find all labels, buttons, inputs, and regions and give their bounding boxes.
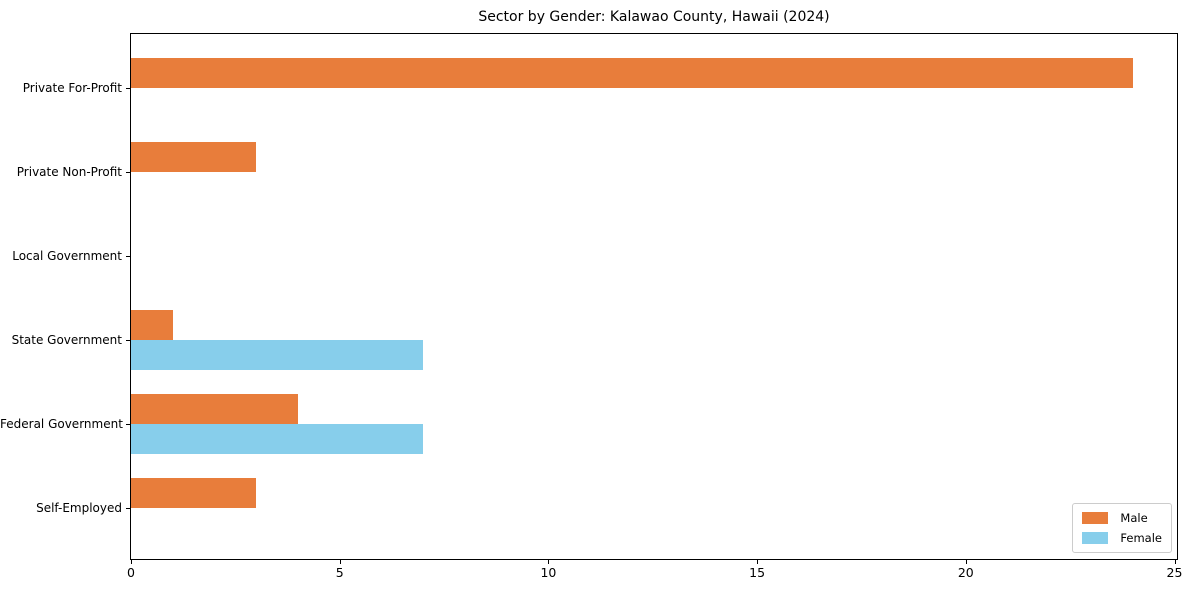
- y-tick-mark: [126, 256, 130, 257]
- x-tick-label: 15: [749, 565, 766, 580]
- bar-female-state-government: [131, 340, 424, 370]
- y-tick-label: Self-Employed: [36, 501, 122, 515]
- x-tick-mark: [757, 560, 759, 564]
- y-tick-label: Federal Government: [0, 417, 123, 431]
- y-tick-mark: [126, 340, 130, 341]
- y-tick-label: Local Government: [12, 249, 122, 263]
- x-tick-mark: [131, 560, 132, 564]
- x-tick-label: 20: [957, 565, 974, 580]
- x-tick-mark: [1174, 560, 1176, 564]
- bar-male-self-employed: [131, 478, 257, 508]
- y-tick-mark: [126, 88, 130, 89]
- x-tick-mark: [339, 560, 341, 564]
- bar-male-private-non-profit: [131, 142, 257, 172]
- y-tick-label: State Government: [11, 333, 122, 347]
- y-tick-mark: [126, 172, 130, 173]
- legend-label-female: Female: [1120, 531, 1162, 545]
- y-tick-mark: [126, 508, 130, 509]
- chart-title: Sector by Gender: Kalawao County, Hawaii…: [478, 9, 830, 25]
- bar-male-private-for-profit: [131, 58, 1133, 88]
- x-tick-label: 0: [127, 565, 135, 580]
- legend-entry-male: Male: [1082, 511, 1162, 525]
- bar-male-federal-government: [131, 394, 298, 424]
- bar-female-federal-government: [131, 424, 424, 454]
- legend: Male Female: [1072, 503, 1172, 553]
- legend-entry-female: Female: [1082, 531, 1162, 545]
- plot-area: Male Female: [130, 33, 1178, 560]
- x-tick-label: 25: [1166, 565, 1183, 580]
- y-tick-label: Private Non-Profit: [16, 165, 122, 179]
- legend-swatch-male: [1082, 512, 1109, 524]
- legend-swatch-female: [1082, 532, 1109, 544]
- y-tick-label: Private For-Profit: [22, 81, 122, 95]
- bar-male-state-government: [131, 310, 173, 340]
- x-tick-label: 10: [540, 565, 557, 580]
- x-tick-mark: [548, 560, 550, 564]
- x-tick-label: 5: [335, 565, 344, 580]
- x-tick-mark: [965, 560, 967, 564]
- y-tick-mark: [126, 424, 130, 425]
- legend-label-male: Male: [1120, 511, 1148, 525]
